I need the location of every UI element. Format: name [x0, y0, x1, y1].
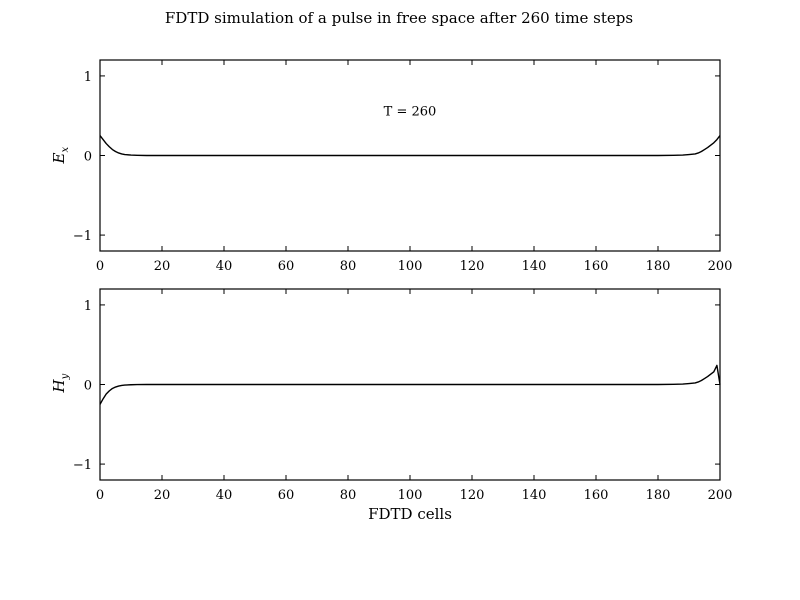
- ex-xtick-label: 20: [154, 259, 171, 274]
- ex-xtick-label: 160: [584, 259, 609, 274]
- figure-title: FDTD simulation of a pulse in free space…: [165, 9, 633, 27]
- ex-xtick-label: 100: [398, 259, 423, 274]
- hy-xlabel: FDTD cells: [368, 505, 452, 523]
- ex-ylabel-sub: x: [60, 147, 71, 153]
- ex-ytick-label: 0: [84, 150, 92, 165]
- ex-xtick-label: 0: [96, 259, 104, 274]
- ex-ylabel-main: E: [50, 153, 68, 165]
- ex-xtick-label: 200: [708, 259, 733, 274]
- hy-xtick-label: 100: [398, 488, 423, 503]
- hy-ytick-label: −1: [73, 458, 92, 473]
- ex-ytick-label: −1: [73, 229, 92, 244]
- hy-xtick-label: 180: [646, 488, 671, 503]
- hy-ylabel: Hy: [50, 373, 71, 393]
- ex-xtick-label: 60: [278, 259, 295, 274]
- ex-ylabel: Ex: [50, 147, 71, 165]
- hy-xtick-label: 20: [154, 488, 171, 503]
- ex-xtick-label: 120: [460, 259, 485, 274]
- ex-panel: 0 20 40 60 80 100 120 140 160 180 200 −1 0 1 Ex T = 260: [50, 59, 733, 274]
- ex-xtick-label: 80: [340, 259, 357, 274]
- ex-series-line: [99, 135, 721, 157]
- ex-xtick-label: 140: [522, 259, 547, 274]
- hy-xtick-label: 200: [708, 488, 733, 503]
- hy-series-line: [99, 364, 721, 405]
- hy-xtick-label: 140: [522, 488, 547, 503]
- hy-ylabel-main: H: [50, 379, 68, 394]
- hy-xtick-label: 120: [460, 488, 485, 503]
- ex-annotation: T = 260: [384, 105, 437, 120]
- hy-ylabel-sub: y: [60, 373, 71, 380]
- ex-ytick-label: 1: [84, 70, 92, 85]
- ex-xtick-label: 180: [646, 259, 671, 274]
- hy-ytick-label: 1: [84, 299, 92, 314]
- hy-xtick-label: 60: [278, 488, 295, 503]
- hy-xtick-label: 160: [584, 488, 609, 503]
- hy-ytick-label: 0: [84, 379, 92, 394]
- ex-xtick-label: 40: [216, 259, 233, 274]
- hy-xtick-label: 80: [340, 488, 357, 503]
- hy-xtick-label: 40: [216, 488, 233, 503]
- hy-xtick-label: 0: [96, 488, 104, 503]
- hy-panel: 0 20 40 60 80 100 120 140 160 180 200 −1 0 1 Hy FDTD ce…: [50, 288, 733, 523]
